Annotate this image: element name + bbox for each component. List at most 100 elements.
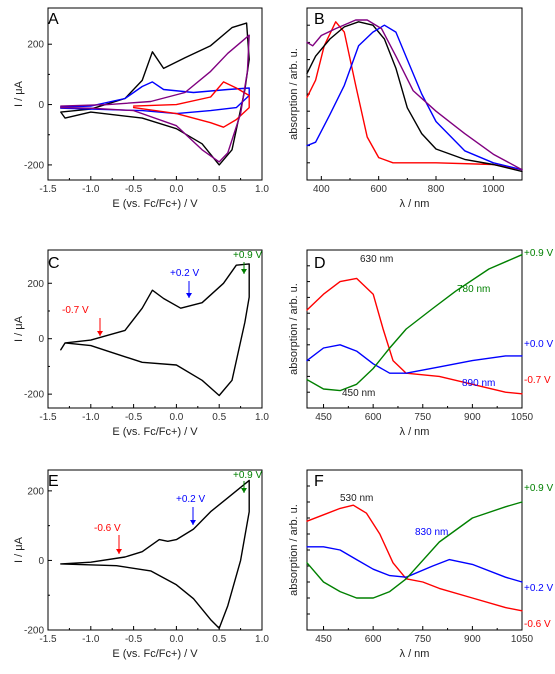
y-tick-label: 0 bbox=[38, 100, 44, 111]
annotation-label: 780 nm bbox=[457, 284, 490, 295]
x-tick-label: 0.0 bbox=[169, 184, 183, 195]
annotation-label: +0.2 V bbox=[170, 268, 200, 279]
series-line-0 bbox=[306, 504, 523, 612]
x-tick-label: 600 bbox=[365, 634, 382, 645]
series-line-0 bbox=[306, 21, 523, 171]
x-tick-label: -0.5 bbox=[125, 184, 143, 195]
x-axis-label: λ / nm bbox=[400, 648, 430, 660]
panel-e-label: E bbox=[48, 473, 59, 490]
series-line-2 bbox=[306, 501, 523, 599]
x-tick-label: 750 bbox=[414, 412, 431, 423]
series-line-2 bbox=[132, 81, 250, 128]
x-axis-label: λ / nm bbox=[400, 198, 430, 210]
x-tick-label: 0.5 bbox=[212, 412, 226, 423]
y-axis-label: absorption / arb. u. bbox=[288, 504, 300, 596]
plot-frame bbox=[47, 469, 263, 631]
x-tick-label: 0.5 bbox=[212, 184, 226, 195]
panel-b: B 400 600 800 1000 λ / nm absorption / arb. u… bbox=[288, 7, 523, 210]
annotation-arrowhead bbox=[116, 549, 122, 554]
x-axis-label: E (vs. Fc/Fc+) / V bbox=[112, 426, 198, 438]
annotation-label: -0.7 V bbox=[62, 305, 89, 316]
annotation-arrowhead bbox=[97, 331, 103, 336]
annotation-label: 530 nm bbox=[340, 493, 373, 504]
series-line-3 bbox=[306, 19, 523, 171]
y-axis-label: absorption / arb. u. bbox=[288, 48, 300, 140]
series-line-0 bbox=[60, 479, 250, 629]
y-tick-label: 200 bbox=[27, 279, 44, 290]
annotation-label: 450 nm bbox=[342, 388, 375, 399]
annotation-label: +0.9 V bbox=[524, 483, 554, 494]
annotation-label: +0.2 V bbox=[524, 583, 554, 594]
x-tick-label: 900 bbox=[464, 634, 481, 645]
x-tick-label: 600 bbox=[370, 184, 387, 195]
x-tick-label: 450 bbox=[315, 412, 332, 423]
y-tick-label: 0 bbox=[38, 556, 44, 567]
series-line-2 bbox=[306, 24, 523, 171]
annotation-arrowhead bbox=[186, 293, 192, 298]
panel-f-label: F bbox=[314, 473, 324, 490]
x-tick-label: 400 bbox=[313, 184, 330, 195]
x-tick-label: 1.0 bbox=[255, 634, 269, 645]
plot-frame bbox=[306, 7, 523, 181]
series-line-0 bbox=[60, 22, 250, 166]
annotation-label: +0.2 V bbox=[176, 494, 206, 505]
x-tick-label: 0.0 bbox=[169, 412, 183, 423]
annotation-label: -0.7 V bbox=[524, 375, 551, 386]
series-line-0 bbox=[306, 277, 523, 395]
series-line-1 bbox=[306, 344, 523, 374]
series-line-1 bbox=[306, 546, 523, 583]
y-tick-label: -200 bbox=[24, 390, 44, 401]
panel-d: D 450 600 750 900 1050 λ / nm absorption / arb… bbox=[288, 248, 554, 438]
x-tick-label: 600 bbox=[365, 412, 382, 423]
panel-c-label: C bbox=[48, 255, 60, 272]
plot-frame bbox=[47, 7, 263, 181]
x-tick-label: -1.0 bbox=[82, 412, 100, 423]
x-axis-label: E (vs. Fc/Fc+) / V bbox=[112, 648, 198, 660]
x-tick-label: -1.0 bbox=[82, 184, 100, 195]
y-tick-label: -200 bbox=[24, 626, 44, 637]
annotation-label: -0.6 V bbox=[94, 523, 121, 534]
annotation-label: +0.9 V bbox=[233, 470, 263, 481]
panel-a-label: A bbox=[48, 11, 59, 28]
y-tick-label: 200 bbox=[27, 40, 44, 51]
annotation-arrowhead bbox=[241, 488, 247, 493]
annotation-label: +0.9 V bbox=[233, 250, 263, 261]
panel-a: A -1.5 -1.0 -0.5 0.0 0.5 1.0 -200 0 200 E (vs. Fc… bbox=[13, 7, 269, 210]
x-tick-label: 1.0 bbox=[255, 184, 269, 195]
panel-c: C -1.5 -1.0 -0.5 0.0 0.5 1.0 -200 0 200 E (vs. Fc… bbox=[13, 249, 269, 438]
annotation-label: 890 nm bbox=[462, 378, 495, 389]
annotation-arrowhead bbox=[190, 520, 196, 525]
y-tick-label: 200 bbox=[27, 486, 44, 497]
panel-d-label: D bbox=[314, 255, 326, 272]
y-axis-label: I / μA bbox=[13, 536, 25, 563]
panel-e: E -1.5 -1.0 -0.5 0.0 0.5 1.0 -200 0 200 E (vs. Fc… bbox=[13, 469, 269, 660]
y-axis-label: absorption / arb. u. bbox=[288, 283, 300, 375]
annotation-label: -0.6 V bbox=[524, 619, 551, 630]
series-line-1 bbox=[306, 21, 523, 173]
y-tick-label: 0 bbox=[38, 334, 44, 345]
x-tick-label: 0.0 bbox=[169, 634, 183, 645]
x-tick-label: -1.0 bbox=[82, 634, 100, 645]
x-tick-label: -0.5 bbox=[125, 634, 143, 645]
x-tick-label: 900 bbox=[464, 412, 481, 423]
panel-f: F 450 600 750 900 1050 λ / nm absorption / arb… bbox=[288, 469, 554, 660]
x-axis-label: λ / nm bbox=[400, 426, 430, 438]
annotation-arrowhead bbox=[241, 269, 247, 274]
panel-b-label: B bbox=[314, 11, 325, 28]
y-tick-label: -200 bbox=[24, 160, 44, 171]
x-tick-label: -1.5 bbox=[39, 184, 57, 195]
x-tick-label: -1.5 bbox=[39, 412, 57, 423]
x-tick-label: -0.5 bbox=[125, 412, 143, 423]
x-tick-label: 800 bbox=[428, 184, 445, 195]
y-axis-label: I / μA bbox=[13, 80, 25, 107]
x-axis-label: E (vs. Fc/Fc+) / V bbox=[112, 198, 198, 210]
x-tick-label: 750 bbox=[414, 634, 431, 645]
x-tick-label: 1000 bbox=[482, 184, 505, 195]
x-tick-label: 1050 bbox=[511, 412, 534, 423]
y-axis-label: I / μA bbox=[13, 315, 25, 342]
annotation-label: 830 nm bbox=[415, 527, 448, 538]
annotation-label: +0.0 V bbox=[524, 339, 554, 350]
x-tick-label: 450 bbox=[315, 634, 332, 645]
series-line-0 bbox=[60, 263, 250, 397]
